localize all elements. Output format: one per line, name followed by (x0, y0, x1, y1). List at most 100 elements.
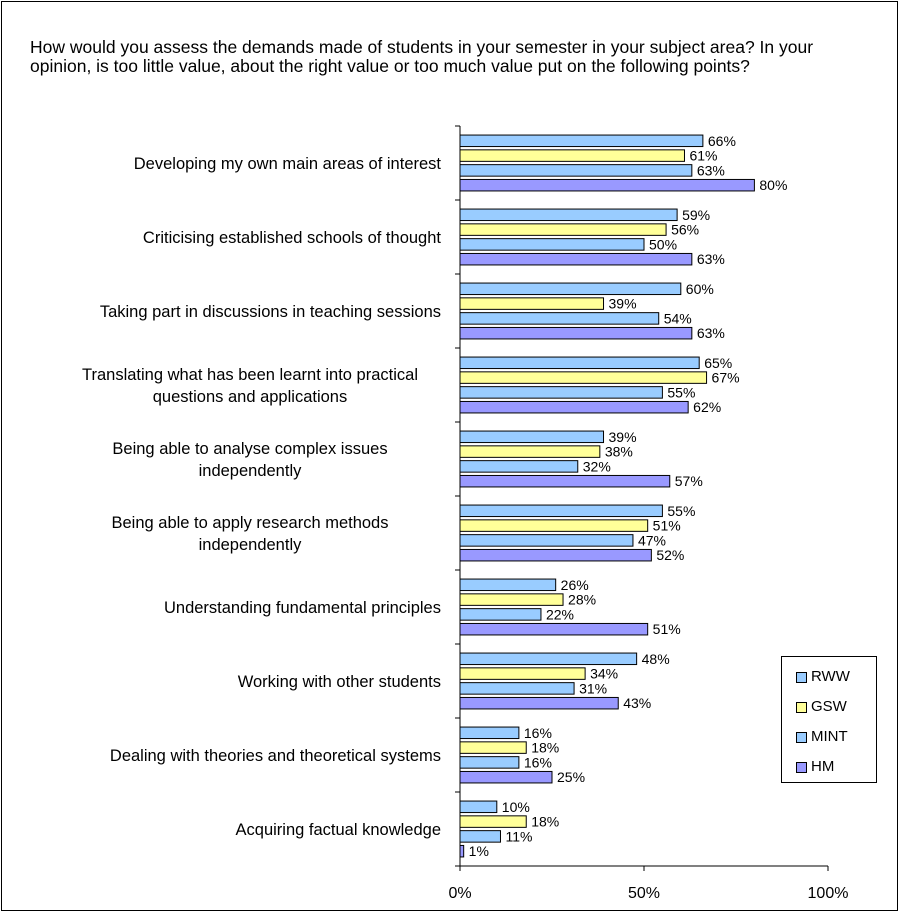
category-label: independently (199, 536, 303, 554)
bar-hm (459, 844, 465, 858)
x-tick-label: 100% (808, 885, 849, 902)
bar-mint (459, 238, 645, 251)
chart-question-title: How would you assess the demands made of… (30, 37, 814, 76)
category-label: Being able to apply research methods (111, 514, 388, 532)
bar-mint (459, 608, 542, 621)
data-label: 1% (469, 843, 489, 859)
data-label: 51% (653, 621, 681, 637)
category-label: Taking part in discussions in teaching s… (100, 303, 441, 321)
data-label: 31% (579, 680, 607, 696)
bar-hm (459, 548, 652, 562)
data-label: 59% (682, 207, 710, 223)
bar-hm (459, 696, 619, 710)
bar-rww (459, 134, 704, 148)
data-label: 22% (546, 606, 574, 622)
bar-rww (459, 652, 638, 666)
category-label: Being able to analyse complex issues (112, 440, 387, 458)
data-label: 28% (568, 592, 596, 608)
legend-item-mint: MINT (796, 729, 848, 745)
bar-rww (459, 430, 605, 444)
data-label: 18% (531, 740, 559, 756)
data-label: 48% (642, 651, 670, 667)
legend-item-gsw: GSW (796, 699, 847, 715)
bar-hm (459, 252, 693, 266)
data-label: 39% (609, 296, 637, 312)
data-label: 66% (708, 133, 736, 149)
legend-swatch-gsw (796, 701, 807, 713)
bar-rww (459, 726, 520, 740)
category-label: questions and applications (153, 388, 347, 406)
category-label: Criticising established schools of thoug… (143, 229, 441, 247)
bar-gsw (459, 371, 708, 384)
category-label: Translating what has been learnt into pr… (82, 366, 418, 384)
data-label: 16% (524, 754, 552, 770)
category-label: Developing my own main areas of interest (134, 155, 442, 173)
x-tick-label: 50% (628, 885, 660, 902)
category-label: independently (199, 462, 303, 480)
bar-gsw (459, 741, 527, 754)
bar-mint (459, 164, 693, 177)
x-tick-label: 0% (448, 885, 471, 902)
bar-rww (459, 578, 557, 592)
data-label: 11% (505, 828, 532, 844)
bar-mint (459, 682, 575, 695)
bar-hm (459, 474, 671, 488)
bar-gsw (459, 149, 685, 162)
bar-mint (459, 534, 634, 547)
data-label: 51% (653, 518, 681, 534)
data-label: 25% (557, 769, 585, 785)
legend-swatch-mint (796, 731, 807, 743)
data-label: 63% (697, 325, 725, 341)
category-label: Working with other students (238, 673, 441, 691)
bar-hm (459, 326, 693, 340)
data-label: 65% (704, 355, 732, 371)
bar-mint (459, 386, 663, 399)
bar-gsw (459, 815, 527, 828)
bar-gsw (459, 593, 564, 606)
bar-gsw (459, 519, 649, 532)
bar-mint (459, 756, 520, 769)
data-label: 80% (759, 177, 787, 193)
data-label: 63% (697, 162, 725, 178)
legend: RWW GSW MINT HM (781, 656, 877, 783)
data-label: 57% (675, 473, 703, 489)
bar-rww (459, 208, 678, 222)
data-label: 47% (638, 532, 666, 548)
category-label: Acquiring factual knowledge (236, 821, 441, 839)
bar-gsw (459, 297, 605, 310)
data-label: 62% (693, 399, 721, 415)
bar-hm (459, 622, 649, 636)
bar-rww (459, 356, 700, 370)
bar-rww (459, 504, 663, 518)
bar-gsw (459, 223, 667, 236)
category-label: Understanding fundamental principles (164, 599, 441, 617)
legend-label-hm: HM (811, 758, 835, 775)
legend-swatch-rww (796, 671, 807, 683)
data-label: 52% (656, 547, 684, 563)
bar-mint (459, 830, 501, 843)
legend-item-hm: HM (796, 759, 834, 775)
data-label: 32% (583, 458, 611, 474)
data-label: 16% (524, 725, 552, 741)
legend-label-gsw: GSW (811, 698, 847, 715)
legend-swatch-hm (796, 761, 807, 773)
data-label: 67% (712, 370, 740, 386)
data-label: 56% (671, 222, 699, 238)
bar-rww (459, 800, 498, 814)
legend-label-mint: MINT (811, 728, 848, 745)
data-label: 10% (502, 799, 530, 815)
category-label: Dealing with theories and theoretical sy… (110, 747, 441, 765)
bar-gsw (459, 445, 601, 458)
data-label: 55% (667, 503, 695, 519)
data-label: 54% (664, 310, 692, 326)
bar-hm (459, 400, 689, 414)
bar-hm (459, 178, 755, 192)
data-label: 34% (590, 666, 618, 682)
bar-gsw (459, 667, 586, 680)
data-label: 26% (561, 577, 589, 593)
legend-label-rww: RWW (811, 668, 850, 685)
data-label: 50% (649, 236, 677, 252)
data-label: 43% (623, 695, 651, 711)
